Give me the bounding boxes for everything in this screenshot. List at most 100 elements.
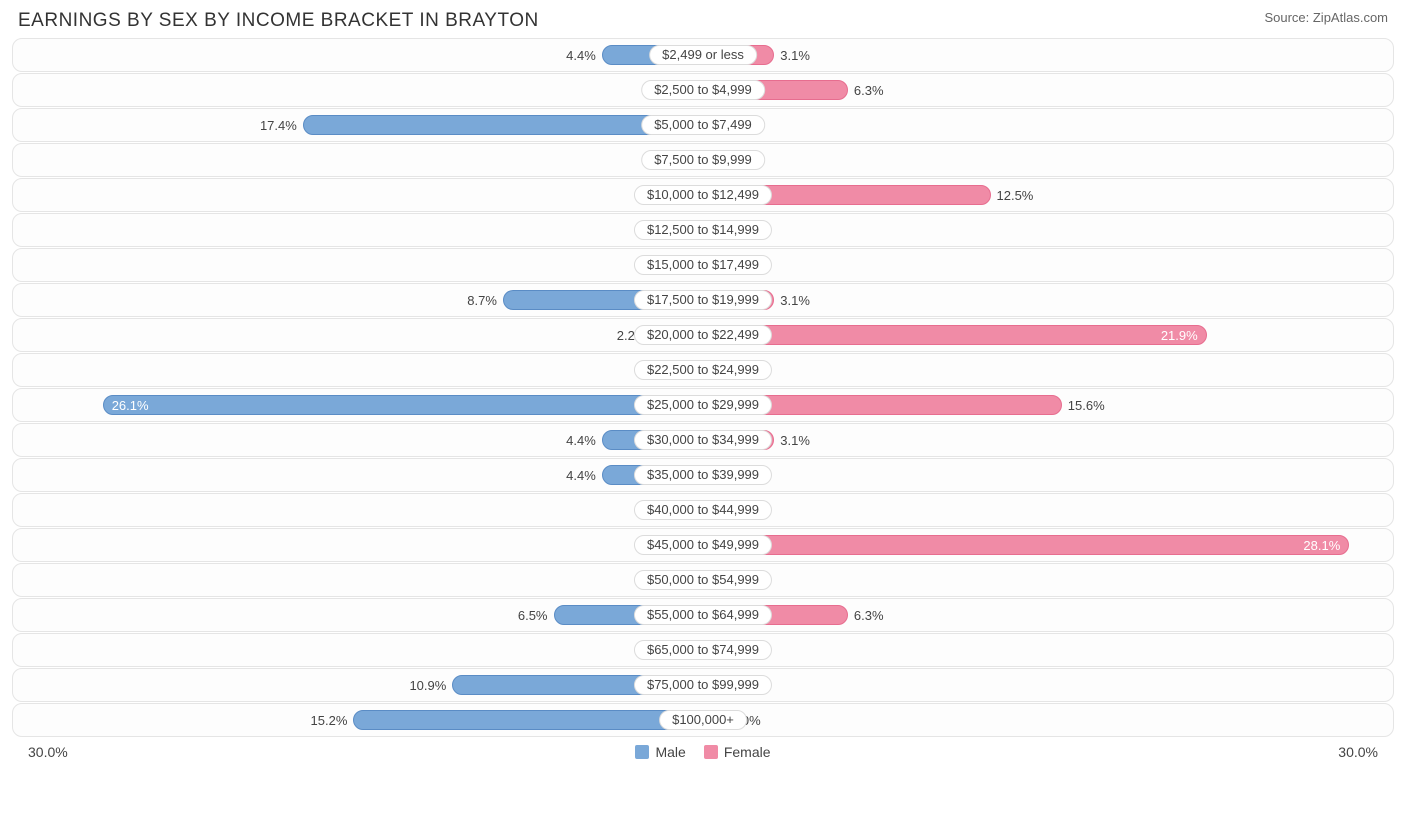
category-label: $75,000 to $99,999	[634, 675, 772, 695]
female-half: 0.0%	[703, 634, 1393, 666]
female-half: 15.6%	[703, 389, 1393, 421]
female-value-label: 6.3%	[848, 83, 890, 98]
female-half: 3.1%	[703, 284, 1393, 316]
chart-footer: 30.0% Male Female 30.0%	[0, 738, 1406, 760]
female-half: 6.3%	[703, 74, 1393, 106]
male-half: 10.9%	[13, 669, 703, 701]
chart-row: 0.0%0.0%$15,000 to $17,499	[12, 248, 1394, 282]
category-label: $15,000 to $17,499	[634, 255, 772, 275]
chart-row: 4.4% 0.0%$35,000 to $39,999	[12, 458, 1394, 492]
female-bar: 21.9%	[703, 325, 1207, 345]
female-half: 0.0%	[703, 564, 1393, 596]
axis-label-right: 30.0%	[1338, 744, 1378, 760]
male-half: 4.4%	[13, 424, 703, 456]
chart-row: 6.5% 6.3% $55,000 to $64,999	[12, 598, 1394, 632]
male-value-label: 8.7%	[461, 293, 503, 308]
female-half: 0.0%	[703, 494, 1393, 526]
chart-row: 0.0%0.0%$22,500 to $24,999	[12, 353, 1394, 387]
chart-row: 0.0% 12.5% $10,000 to $12,499	[12, 178, 1394, 212]
male-bar	[353, 710, 703, 730]
female-value-label: 12.5%	[991, 188, 1040, 203]
female-half: 0.0%	[703, 214, 1393, 246]
male-value-label: 6.5%	[512, 608, 554, 623]
axis-label-left: 30.0%	[28, 744, 68, 760]
male-half: 0.0%	[13, 354, 703, 386]
chart-row: 15.2% 0.0%$100,000+	[12, 703, 1394, 737]
chart-row: 4.4% 3.1% $2,499 or less	[12, 38, 1394, 72]
legend-item: Male	[635, 744, 685, 760]
legend-swatch	[704, 745, 718, 759]
chart-row: 0.0%0.0%$12,500 to $14,999	[12, 213, 1394, 247]
category-label: $55,000 to $64,999	[634, 605, 772, 625]
male-value-label: 4.4%	[560, 433, 602, 448]
chart-title: EARNINGS BY SEX BY INCOME BRACKET IN BRA…	[18, 10, 539, 32]
male-value-label: 4.4%	[560, 48, 602, 63]
category-label: $100,000+	[659, 710, 747, 730]
female-half: 3.1%	[703, 39, 1393, 71]
female-value-label: 6.3%	[848, 608, 890, 623]
chart-row: 17.4%0.0%$5,000 to $7,499	[12, 108, 1394, 142]
chart-row: 0.0%28.1%$45,000 to $49,999	[12, 528, 1394, 562]
legend-label: Female	[724, 744, 771, 760]
chart-row: 8.7%3.1%$17,500 to $19,999	[12, 283, 1394, 317]
chart-row: 2.2%21.9%$20,000 to $22,499	[12, 318, 1394, 352]
category-label: $40,000 to $44,999	[634, 500, 772, 520]
chart-row: 10.9% 0.0%$75,000 to $99,999	[12, 668, 1394, 702]
legend-item: Female	[704, 744, 771, 760]
male-half: 4.4%	[13, 39, 703, 71]
female-half: 0.0%	[703, 704, 1393, 736]
female-half: 0.0%	[703, 459, 1393, 491]
category-label: $10,000 to $12,499	[634, 185, 772, 205]
category-label: $35,000 to $39,999	[634, 465, 772, 485]
female-half: 0.0%	[703, 354, 1393, 386]
female-half: 0.0%	[703, 669, 1393, 701]
male-half: 0.0%	[13, 214, 703, 246]
male-value-label: 26.1%	[104, 398, 157, 413]
category-label: $12,500 to $14,999	[634, 220, 772, 240]
male-value-label: 4.4%	[560, 468, 602, 483]
chart-area: 4.4% 3.1% $2,499 or less 0.0% 6.3% $2,500 to …	[0, 38, 1406, 737]
chart-row: 4.4% 3.1%$30,000 to $34,999	[12, 423, 1394, 457]
female-value-label: 3.1%	[774, 433, 816, 448]
category-label: $20,000 to $22,499	[634, 325, 772, 345]
category-label: $25,000 to $29,999	[634, 395, 772, 415]
chart-source: Source: ZipAtlas.com	[1264, 10, 1388, 25]
female-half: 0.0%	[703, 109, 1393, 141]
legend: Male Female	[635, 744, 770, 760]
category-label: $5,000 to $7,499	[641, 115, 765, 135]
female-half: 0.0%	[703, 249, 1393, 281]
legend-label: Male	[655, 744, 685, 760]
chart-row: 26.1% 15.6%$25,000 to $29,999	[12, 388, 1394, 422]
female-half: 28.1%	[703, 529, 1393, 561]
male-half: 4.4%	[13, 459, 703, 491]
female-half: 3.1%	[703, 424, 1393, 456]
female-half: 12.5%	[703, 179, 1393, 211]
male-half: 0.0%	[13, 564, 703, 596]
male-half: 0.0%	[13, 529, 703, 561]
legend-swatch	[635, 745, 649, 759]
chart-row: 0.0%0.0%$65,000 to $74,999	[12, 633, 1394, 667]
chart-row: 0.0%0.0%$40,000 to $44,999	[12, 493, 1394, 527]
male-half: 6.5%	[13, 599, 703, 631]
category-label: $22,500 to $24,999	[634, 360, 772, 380]
chart-row: 0.0%0.0%$50,000 to $54,999	[12, 563, 1394, 597]
female-value-label: 21.9%	[1153, 328, 1206, 343]
female-value-label: 3.1%	[774, 293, 816, 308]
category-label: $7,500 to $9,999	[641, 150, 765, 170]
male-half: 0.0%	[13, 249, 703, 281]
category-label: $2,500 to $4,999	[641, 80, 765, 100]
female-value-label: 3.1%	[774, 48, 816, 63]
male-value-label: 15.2%	[305, 713, 354, 728]
chart-row: 0.0%6.3%$2,500 to $4,999	[12, 73, 1394, 107]
category-label: $50,000 to $54,999	[634, 570, 772, 590]
chart-row: 0.0%0.0%$7,500 to $9,999	[12, 143, 1394, 177]
female-bar: 28.1%	[703, 535, 1349, 555]
category-label: $2,499 or less	[649, 45, 757, 65]
female-half: 21.9%	[703, 319, 1393, 351]
category-label: $30,000 to $34,999	[634, 430, 772, 450]
male-half: 0.0%	[13, 144, 703, 176]
male-value-label: 10.9%	[403, 678, 452, 693]
female-value-label: 28.1%	[1295, 538, 1348, 553]
male-half: 15.2%	[13, 704, 703, 736]
male-half: 0.0%	[13, 179, 703, 211]
